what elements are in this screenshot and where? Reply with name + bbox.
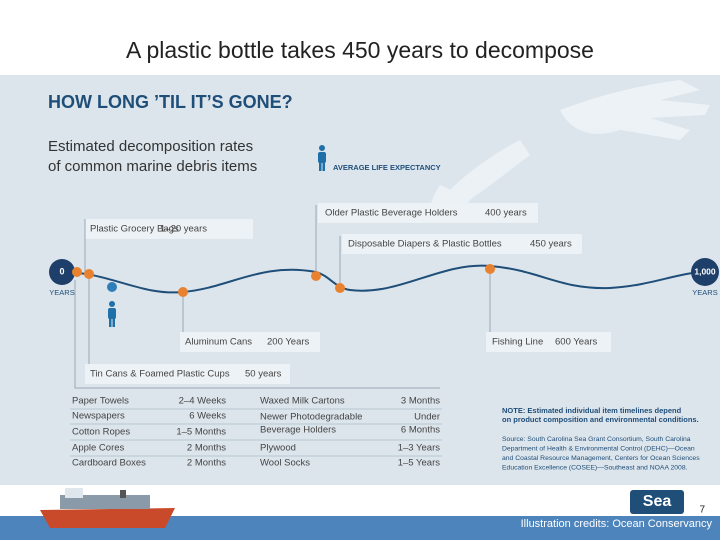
table-item: Plywood: [260, 443, 296, 454]
table-time: 2 Months: [187, 458, 226, 469]
item-time: 400 years: [485, 208, 527, 219]
life-dot: [107, 282, 117, 292]
table-item: Apple Cores: [72, 443, 125, 454]
table-item: Wool Socks: [260, 458, 310, 469]
page-number: 7: [699, 505, 705, 516]
item-time: 50 years: [245, 369, 282, 380]
source: Source: South Carolina Sea Grant Consort…: [502, 436, 691, 443]
label-box: [342, 234, 582, 254]
table-time: 1–5 Months: [176, 427, 226, 438]
ship-illustration: [40, 488, 175, 528]
table-time: 2 Months: [187, 443, 226, 454]
connector: [74, 280, 440, 389]
slide-title: A plastic bottle takes 450 years to deco…: [126, 37, 594, 63]
source: Department of Health & Environmental Con…: [502, 445, 695, 452]
table-item: Newer Photodegradable: [260, 412, 362, 423]
timeline-start-label: 0: [59, 266, 64, 276]
timeline-end: [691, 258, 719, 286]
table-time: 1–5 Years: [398, 458, 441, 469]
person-icon: [318, 145, 326, 171]
item-time: 1–20 years: [160, 224, 207, 235]
label-box: [486, 332, 611, 352]
timeline-dots: [72, 264, 495, 297]
table-time: 3 Months: [401, 396, 440, 407]
item-time: 450 years: [530, 239, 572, 250]
timeline-unit: YEARS: [692, 288, 717, 297]
table-item: Newspapers: [72, 411, 125, 422]
table-item: Paper Towels: [72, 396, 129, 407]
legend-label: AVERAGE LIFE EXPECTANCY: [333, 163, 441, 172]
label-box: [85, 219, 253, 239]
table-time: 1–3 Years: [398, 443, 441, 454]
item-time: 600 Years: [555, 337, 598, 348]
label-box: [85, 364, 290, 384]
item-name: Aluminum Cans: [185, 337, 252, 348]
source: and Coastal Resource Management, Centers…: [502, 455, 700, 462]
item-name: Tin Cans & Foamed Plastic Cups: [90, 369, 230, 380]
item-name: Older Plastic Beverage Holders: [325, 208, 458, 219]
infographic-heading: HOW LONG ’TIL IT’S GONE?: [48, 92, 293, 112]
table-time: Under: [414, 412, 440, 423]
table-time: 6 Months: [401, 425, 440, 436]
note: NOTE: Estimated individual item timeline…: [502, 406, 682, 415]
timeline-start: [49, 259, 75, 285]
infographic-bg: [0, 75, 720, 485]
table-time: 6 Weeks: [189, 411, 226, 422]
note: on product composition and environmental…: [502, 415, 699, 424]
item-name: Disposable Diapers & Plastic Bottles: [348, 239, 502, 250]
infographic-subtitle: Estimated decomposition rates: [48, 138, 253, 155]
item-name: Fishing Line: [492, 337, 543, 348]
svg-text:Sea: Sea: [643, 493, 672, 510]
person-icon: [108, 301, 116, 327]
source: Education Excellence (COSEE)—Southeast a…: [502, 464, 688, 471]
label-box: [318, 203, 538, 223]
credit: Illustration credits: Ocean Conservancy: [521, 518, 713, 530]
table-item: Cardboard Boxes: [72, 458, 146, 469]
table-item: Beverage Holders: [260, 425, 336, 436]
table-item: Cotton Ropes: [72, 427, 130, 438]
table-time: 2–4 Weeks: [179, 396, 227, 407]
item-name: Plastic Grocery Bags: [90, 224, 179, 235]
logo: Sea: [630, 490, 684, 514]
timeline-unit: YEARS: [49, 288, 74, 297]
label-box: [180, 332, 320, 352]
timeline-end-label: 1,000: [694, 266, 716, 276]
item-time: 200 Years: [267, 337, 310, 348]
table-item: Waxed Milk Cartons: [260, 396, 345, 407]
infographic-subtitle: of common marine debris items: [48, 158, 257, 175]
